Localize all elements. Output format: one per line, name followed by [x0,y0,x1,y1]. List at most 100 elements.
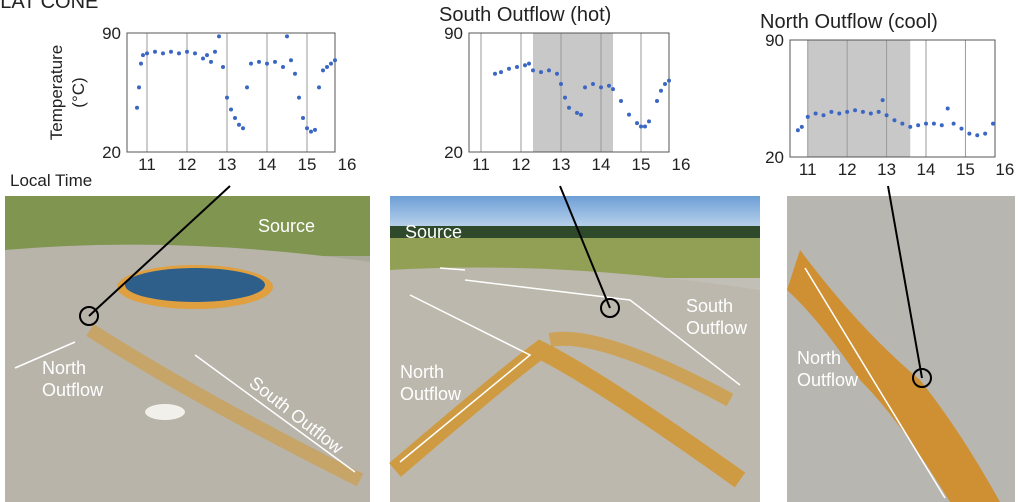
photo-label: North [797,348,841,368]
point [932,122,936,126]
point [237,123,241,127]
photo-label: Source [405,222,462,242]
point [281,65,285,69]
point [285,34,289,38]
y-tick-label: 20 [102,143,121,162]
point [814,112,818,116]
x-tick-label: 13 [218,155,237,174]
point [822,113,826,117]
point [967,132,971,136]
photo-label: North [400,362,444,382]
photo-label: South [686,296,733,316]
point [209,60,213,64]
point [325,65,329,69]
point [523,63,527,67]
point [301,116,305,120]
point [659,89,663,93]
y-axis-label: (°C) [69,77,88,107]
point [225,96,229,100]
shaded-span [808,40,911,157]
photo-label: Source [258,216,315,236]
photo-label: Outflow [686,318,748,338]
x-tick-label: 11 [799,160,817,179]
figure: FLAT CONE 1112131415162090Local TimeTemp… [0,0,1020,502]
point [185,50,189,54]
point [853,108,857,112]
point [135,106,139,110]
x-tick-label: 14 [592,155,611,174]
point [241,126,245,130]
point [249,62,253,66]
point [559,82,563,86]
point [145,51,149,55]
point [177,51,181,55]
x-tick-label: 13 [552,155,571,174]
point [829,110,833,114]
point [137,85,141,89]
point [547,68,551,72]
y-tick-label: 90 [102,24,121,43]
point [563,96,567,100]
point [806,115,810,119]
point [643,125,647,129]
x-tick-label: 12 [838,160,857,179]
point [837,112,841,116]
point [139,62,143,66]
point [273,60,277,64]
point [567,106,571,110]
point [940,123,944,127]
point [983,132,987,136]
point [663,82,667,86]
panel-title: FLAT CONE [0,0,98,13]
x-tick-label: 12 [512,155,531,174]
photo-label: Outflow [42,380,104,400]
y-tick-label: 90 [765,31,784,50]
x-tick-label: 11 [138,155,156,174]
point [892,118,896,122]
point [329,62,333,66]
point [555,72,559,76]
x-tick-label: 12 [178,155,197,174]
y-axis-label: Temperature [47,45,66,140]
point [959,127,963,131]
x-tick-label: 13 [877,160,896,179]
chart-title: North Outflow (cool) [760,11,938,33]
point [539,70,543,74]
point [611,87,615,91]
point [317,85,321,89]
point [591,82,595,86]
photo-label: North [42,358,86,378]
point [800,125,804,129]
point [257,60,261,64]
point [161,51,165,55]
point [619,99,623,103]
x-tick-label: 16 [338,155,357,174]
point [221,65,225,69]
point [213,50,217,54]
point [515,65,519,69]
point [531,68,535,72]
point [924,122,928,126]
point [869,112,873,116]
point [627,113,631,117]
point [952,122,956,126]
point [313,128,317,132]
point [635,121,639,125]
point [908,125,912,129]
point [527,62,531,66]
point [499,70,503,74]
point [297,96,301,100]
point [245,85,249,89]
point [796,128,800,132]
point [881,98,885,102]
point [201,57,205,61]
x-axis-label: Local Time [10,171,92,190]
point [991,122,995,126]
point [845,110,849,114]
point [667,79,671,83]
point [599,85,603,89]
y-tick-label: 20 [444,143,463,162]
x-tick-label: 16 [995,160,1014,179]
plot-frame [127,33,335,152]
point [293,72,297,76]
